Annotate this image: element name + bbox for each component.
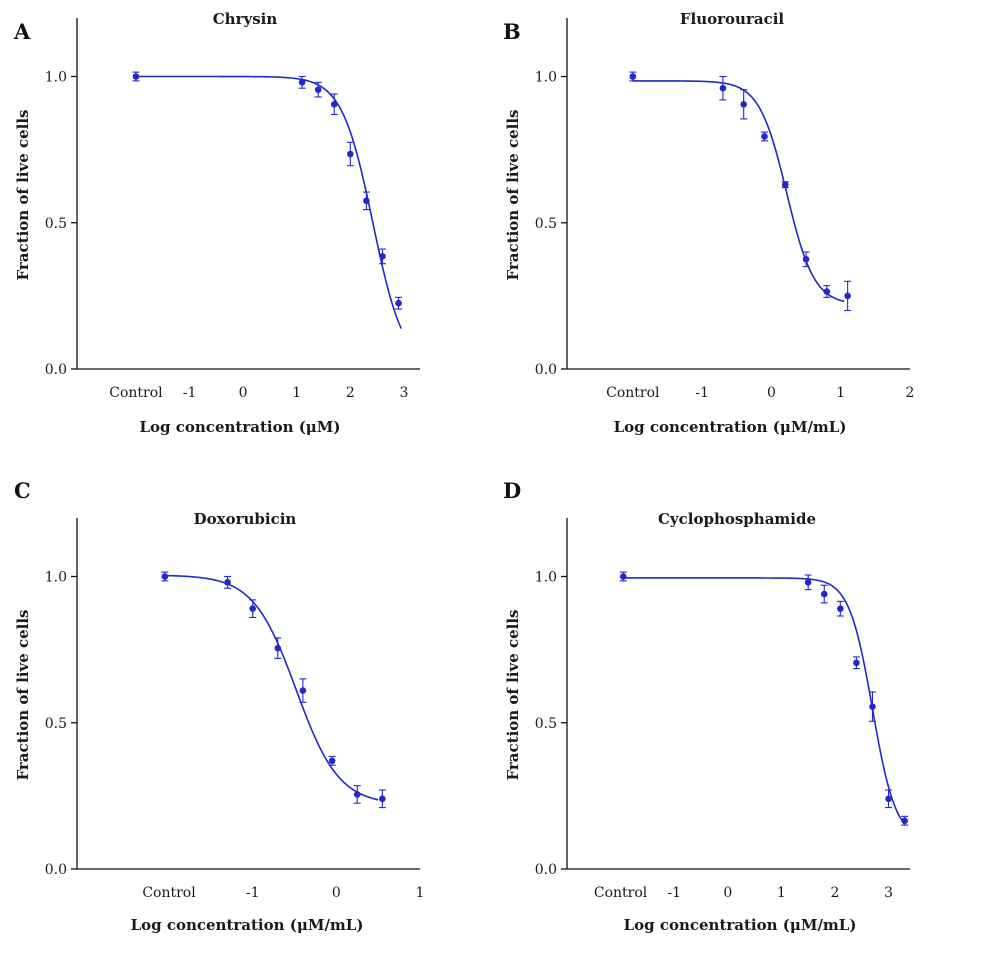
x-tick-label: Control — [606, 385, 660, 401]
fit-curve — [135, 75, 402, 329]
data-point — [804, 579, 812, 586]
data-point — [395, 299, 402, 307]
data-point — [802, 256, 810, 263]
data-point — [274, 644, 282, 652]
plot-area: 0.0 0.5 1.0 Control -1 0 1 2 — [535, 18, 915, 401]
data-point — [781, 181, 789, 189]
chart-title: Chrysin — [213, 10, 278, 28]
fit-curve — [623, 577, 906, 825]
data-point — [853, 659, 860, 667]
chart-title: Cyclophosphamide — [658, 510, 816, 528]
panel-letter: D — [503, 478, 521, 503]
panel-letter: B — [503, 19, 521, 44]
data-point — [761, 133, 768, 140]
data-point — [353, 791, 361, 798]
x-tick-label: 1 — [836, 385, 845, 401]
data-point — [298, 79, 306, 86]
x-tick-label: 1 — [416, 885, 425, 901]
x-tick-label: -1 — [695, 385, 709, 401]
x-tick-label: 2 — [906, 385, 915, 401]
y-tick-label: 0.5 — [535, 716, 557, 732]
panel-a: A Chrysin Log concentration (μM) Fractio… — [13, 10, 420, 436]
data-point — [379, 253, 386, 260]
panel-letter: A — [13, 19, 31, 44]
chart-title: Fluorouracil — [680, 10, 785, 28]
y-axis-label: Fraction of live cells — [504, 610, 522, 781]
y-axis-label: Fraction of live cells — [504, 110, 522, 281]
x-axis-label: Log concentration (μM) — [140, 418, 341, 436]
data-point — [347, 150, 354, 158]
data-point — [844, 292, 851, 300]
data-point — [619, 573, 627, 580]
x-tick-label: 0 — [723, 885, 732, 901]
data-point — [249, 605, 256, 612]
data-point — [379, 795, 386, 803]
data-point — [132, 73, 140, 80]
fit-curve — [632, 80, 845, 303]
panel-c: C Doxorubicin Log concentration (μM/mL) … — [14, 478, 424, 934]
data-point — [869, 703, 876, 710]
data-point — [161, 573, 169, 580]
data-point — [330, 100, 338, 108]
plot-area: 0.0 0.5 1.0 Control -1 0 1 2 3 — [535, 518, 910, 901]
x-tick-label: 1 — [777, 885, 786, 901]
y-tick-label: 0.0 — [45, 862, 67, 878]
x-tick-label: -1 — [246, 885, 260, 901]
y-tick-label: 1.0 — [535, 70, 557, 86]
y-axis-label: Fraction of live cells — [14, 110, 32, 281]
x-tick-label: Control — [109, 385, 163, 401]
chart-title: Doxorubicin — [194, 510, 297, 528]
x-tick-label: 3 — [884, 885, 893, 901]
panel-letter: C — [14, 478, 31, 503]
y-tick-label: 0.0 — [535, 862, 557, 878]
x-tick-label: 0 — [332, 885, 341, 901]
x-tick-label: 3 — [399, 385, 408, 401]
y-tick-label: 0.0 — [535, 362, 557, 378]
data-point — [314, 86, 322, 93]
data-point — [224, 579, 231, 586]
data-point — [299, 687, 307, 694]
x-axis-label: Log concentration (μM/mL) — [614, 418, 847, 436]
data-point — [820, 590, 828, 598]
plot-area: 0.0 0.5 1.0 Control -1 0 1 2 3 — [45, 18, 420, 401]
data-point — [837, 605, 844, 612]
y-axis-label: Fraction of live cells — [14, 610, 32, 781]
x-tick-label: 0 — [239, 385, 248, 401]
y-tick-label: 0.5 — [45, 216, 67, 232]
x-tick-label: Control — [142, 885, 196, 901]
data-point — [629, 73, 637, 80]
y-tick-label: 1.0 — [45, 70, 67, 86]
data-point — [363, 197, 370, 205]
data-point — [719, 84, 727, 92]
y-tick-label: 0.5 — [535, 216, 557, 232]
y-tick-label: 1.0 — [535, 570, 557, 586]
y-tick-label: 0.0 — [45, 362, 67, 378]
data-point — [885, 795, 892, 803]
x-tick-label: Control — [594, 885, 648, 901]
data-point — [740, 100, 747, 108]
x-tick-label: 2 — [346, 385, 355, 401]
x-tick-label: 0 — [767, 385, 776, 401]
x-tick-label: -1 — [183, 385, 197, 401]
x-tick-label: -1 — [667, 885, 681, 901]
y-tick-label: 0.5 — [45, 716, 67, 732]
panel-b: B Fluorouracil Log concentration (μM/mL)… — [503, 10, 914, 436]
x-axis-label: Log concentration (μM/mL) — [131, 916, 364, 934]
data-point — [901, 817, 908, 825]
x-axis-label: Log concentration (μM/mL) — [624, 916, 857, 934]
fit-curve — [164, 574, 379, 801]
panel-d: D Cyclophosphamide Log concentration (μM… — [503, 478, 910, 934]
x-tick-label: 1 — [292, 385, 301, 401]
plot-area: 0.0 0.5 1.0 Control -1 0 1 — [45, 518, 425, 901]
y-tick-label: 1.0 — [45, 570, 67, 586]
data-point — [328, 757, 336, 765]
data-point — [823, 288, 831, 295]
x-tick-label: 2 — [831, 885, 840, 901]
